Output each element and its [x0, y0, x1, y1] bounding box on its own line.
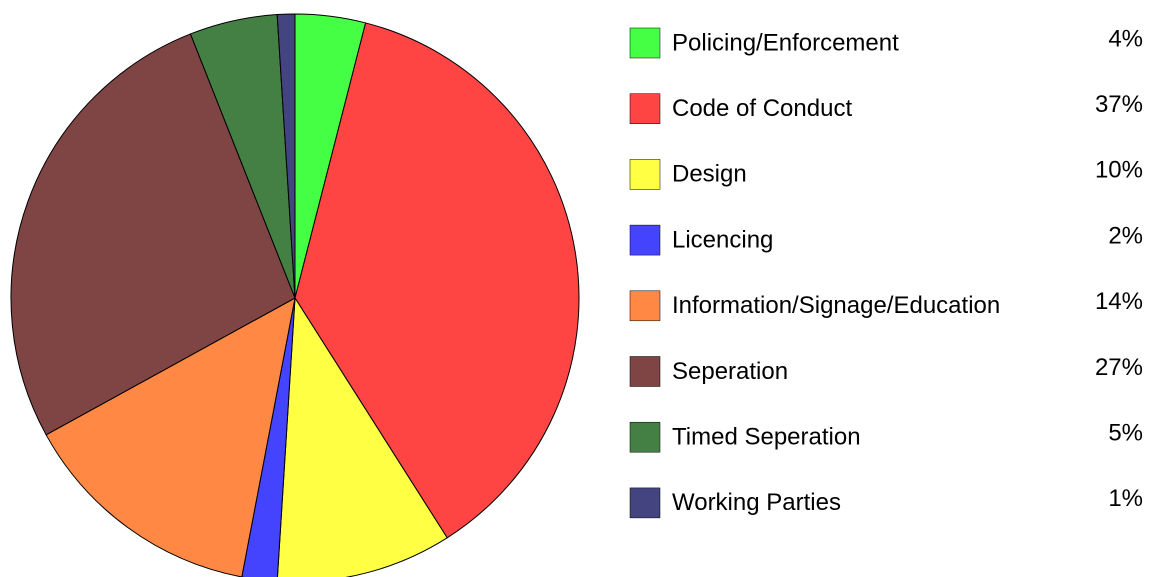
- pie-slice: [276, 13, 296, 299]
- legend-swatch: [629, 27, 661, 59]
- legend-label: Working Parties: [672, 489, 841, 516]
- legend-label: Seperation: [672, 358, 788, 385]
- value-label: 37%: [1095, 91, 1143, 118]
- pie-slice: [276, 296, 448, 577]
- legend-swatch: [629, 93, 661, 124]
- value-label: 27%: [1095, 354, 1143, 381]
- value-label: 4%: [1108, 25, 1143, 52]
- legend-swatch: [629, 224, 661, 256]
- legend-swatch: [629, 356, 661, 387]
- legend-swatch: [629, 159, 661, 190]
- legend-label: Design: [672, 161, 747, 188]
- value-label: 1%: [1108, 485, 1143, 512]
- pie-slice: [45, 297, 296, 577]
- legend-swatch: [629, 487, 661, 519]
- legend-label: Licencing: [672, 226, 773, 253]
- value-label: 5%: [1108, 420, 1143, 447]
- pie-slice: [10, 33, 296, 436]
- value-label: 14%: [1095, 288, 1143, 315]
- legend-label: Information/Signage/Education: [672, 292, 1000, 319]
- legend-label: Policing/Enforcement: [672, 29, 899, 56]
- legend-swatch: [629, 421, 661, 453]
- value-label: 10%: [1095, 157, 1143, 184]
- legend-label: Code of Conduct: [672, 95, 852, 122]
- legend-swatch: [629, 290, 661, 322]
- value-label: 2%: [1108, 222, 1143, 249]
- legend-label: Timed Seperation: [672, 424, 861, 451]
